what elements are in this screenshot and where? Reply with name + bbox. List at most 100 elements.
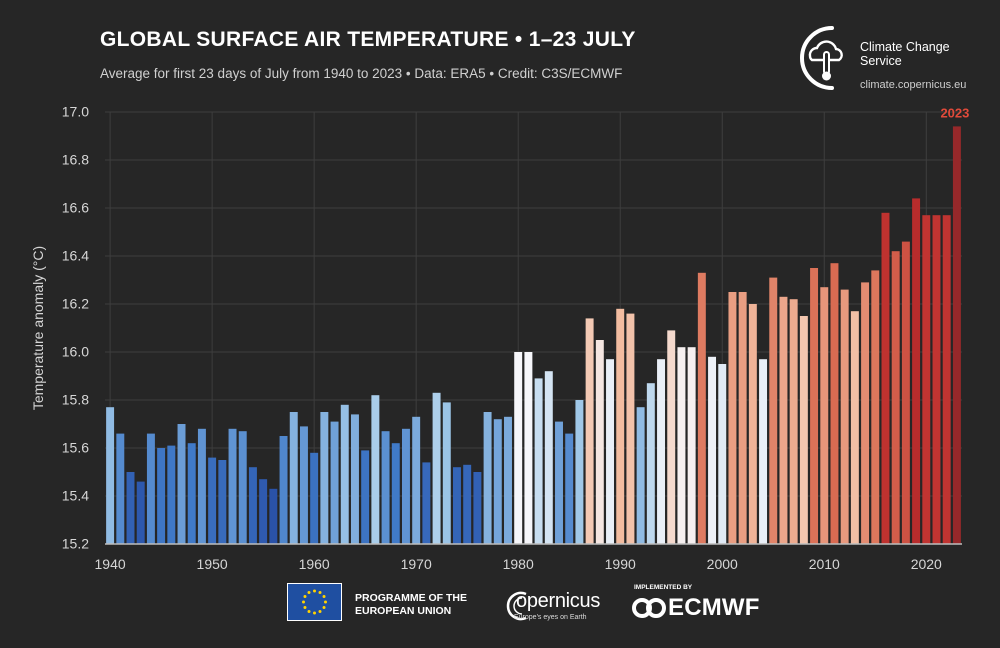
- bar-2009: [810, 268, 819, 544]
- x-tick-label: 2020: [911, 556, 942, 572]
- bar-1965: [361, 450, 370, 544]
- bar-1949: [197, 428, 206, 544]
- bar-1951: [218, 460, 227, 544]
- bar-1955: [259, 479, 268, 544]
- bar-1968: [391, 443, 400, 544]
- bar-2021: [932, 215, 941, 544]
- bar-2005: [769, 277, 778, 544]
- ecmwf-logo-icon: [632, 598, 666, 618]
- bar-1974: [453, 467, 461, 544]
- bar-1956: [269, 488, 278, 544]
- bar-1950: [208, 457, 217, 544]
- bar-2001: [728, 292, 737, 544]
- y-tick-label: 16.4: [62, 248, 89, 264]
- bar-2008: [799, 316, 808, 544]
- bar-1980: [514, 352, 523, 544]
- bar-2017: [891, 251, 900, 544]
- bar-2012: [840, 289, 849, 544]
- y-tick-label: 16.8: [62, 152, 89, 168]
- bar-1964: [350, 414, 359, 544]
- bar-1979: [504, 416, 512, 544]
- bar-1984: [555, 421, 563, 544]
- bar-1972: [432, 392, 441, 544]
- y-tick-label: 15.6: [62, 440, 89, 456]
- x-tick-label: 1960: [299, 556, 330, 572]
- bar-1959: [299, 426, 308, 544]
- bar-1982: [534, 378, 543, 544]
- annotation-2023: 2023: [940, 105, 969, 120]
- footer-logos: PROGRAMME OF THE EUROPEAN UNION opernicu…: [0, 575, 1000, 648]
- bar-2015: [871, 270, 880, 544]
- bar-1971: [422, 462, 431, 544]
- y-tick-label: 16.2: [62, 296, 89, 312]
- bar-1977: [483, 412, 492, 544]
- bar-1990: [616, 308, 625, 544]
- bar-2007: [789, 299, 798, 544]
- bar-1941: [116, 433, 125, 544]
- bar-2011: [830, 263, 839, 544]
- bar-1975: [463, 464, 472, 544]
- bar-1943: [136, 481, 145, 544]
- bar-1958: [289, 412, 298, 544]
- bar-1996: [677, 347, 686, 544]
- bar-1961: [320, 412, 329, 544]
- bar-1992: [636, 407, 645, 544]
- bar-1952: [228, 428, 237, 544]
- bar-2002: [738, 292, 747, 544]
- y-tick-label: 16.6: [62, 200, 89, 216]
- bar-1986: [575, 400, 584, 544]
- bar-2014: [861, 282, 870, 544]
- bar-1999: [708, 356, 717, 544]
- bar-1981: [524, 352, 533, 544]
- copernicus-logo-icon: [506, 591, 527, 621]
- eu-programme-text: PROGRAMME OF THE EUROPEAN UNION: [355, 592, 467, 617]
- ecmwf-wordmark: ECMWF: [668, 594, 760, 621]
- bar-2010: [820, 287, 829, 544]
- bar-1976: [473, 472, 482, 544]
- climate-change-service-logo-icon[interactable]: [792, 22, 864, 94]
- bar-1973: [442, 402, 451, 544]
- bar-1944: [146, 433, 155, 544]
- x-tick-label: 2000: [707, 556, 738, 572]
- bar-1947: [177, 424, 186, 544]
- bar-1945: [157, 448, 166, 544]
- bar-2018: [901, 241, 910, 544]
- c3s-url[interactable]: climate.copernicus.eu: [860, 79, 967, 91]
- bar-1970: [412, 416, 421, 544]
- bar-2019: [912, 198, 921, 544]
- bar-1960: [310, 452, 319, 544]
- bar-1995: [667, 330, 676, 544]
- x-tick-label: 2010: [809, 556, 840, 572]
- y-axis-label: Temperature anomaly (°C): [30, 246, 46, 410]
- y-tick-label: 15.2: [62, 536, 89, 552]
- x-tick-label: 1980: [503, 556, 534, 572]
- bar-2022: [942, 215, 951, 544]
- x-tick-label: 1950: [197, 556, 228, 572]
- y-tick-label: 15.4: [62, 488, 89, 504]
- bar-2000: [718, 364, 727, 544]
- bar-1978: [493, 419, 502, 544]
- bar-1954: [248, 467, 257, 544]
- bar-1957: [279, 436, 288, 544]
- temperature-bar-chart: 15.2 15.4 15.6 15.8 16.0 16.2 16.4 16.6 16.8 17.0…: [30, 104, 969, 573]
- bar-1966: [371, 395, 380, 544]
- bar-1985: [565, 433, 574, 544]
- eu-flag-icon: [287, 583, 342, 621]
- bar-1942: [126, 472, 135, 544]
- copernicus-wordmark: opernicus: [516, 590, 601, 612]
- bar-2003: [748, 304, 757, 544]
- bar-1994: [657, 359, 666, 544]
- y-tick-label: 15.8: [62, 392, 89, 408]
- y-tick-label: 16.0: [62, 344, 89, 360]
- bar-1988: [595, 340, 604, 544]
- bar-1991: [626, 313, 635, 544]
- bar-1989: [606, 359, 614, 544]
- bar-2020: [922, 215, 931, 544]
- bar-2023: [952, 126, 961, 545]
- page-title: GLOBAL SURFACE AIR TEMPERATURE • 1–23 JU…: [100, 28, 636, 51]
- bar-1963: [340, 404, 349, 544]
- bar-1946: [167, 445, 176, 544]
- bar-1987: [585, 318, 594, 544]
- x-tick-label: 1970: [401, 556, 432, 572]
- page-subtitle: Average for first 23 days of July from 1…: [100, 66, 623, 81]
